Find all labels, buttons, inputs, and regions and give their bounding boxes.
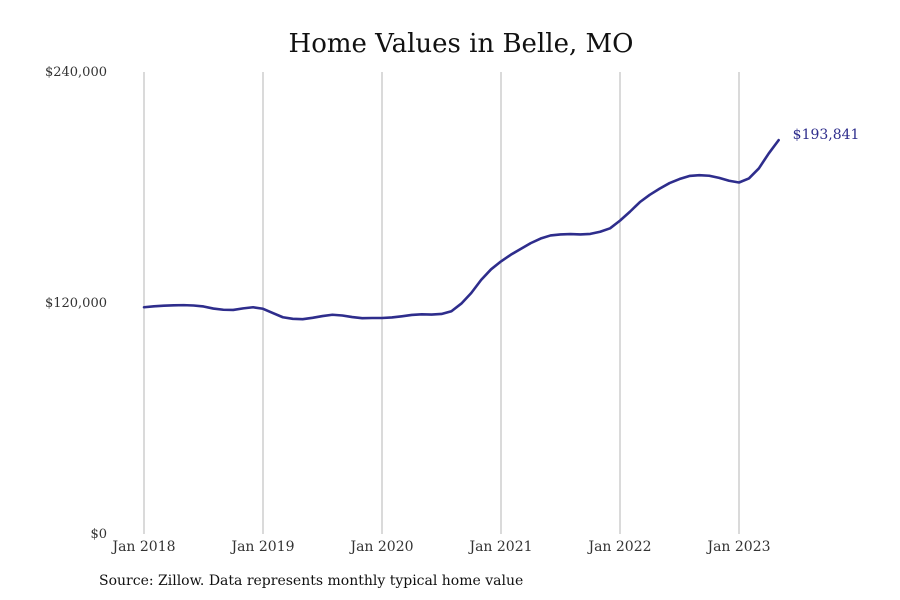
x-tick-label: Jan 2022 (586, 539, 651, 555)
source-note: Source: Zillow. Data represents monthly … (99, 573, 523, 589)
home-value-series-line (142, 138, 780, 321)
y-tick-label: $120,000 (45, 296, 107, 311)
y-tick-label: $0 (90, 527, 107, 542)
chart-title: Home Values in Belle, MO (289, 29, 634, 59)
y-axis: $0 $120,000 $240,000 (45, 65, 107, 542)
x-tick-label: Jan 2019 (229, 539, 294, 555)
y-tick-label: $240,000 (45, 65, 107, 80)
vertical-gridlines (143, 72, 740, 534)
x-tick-label: Jan 2018 (110, 539, 175, 555)
x-axis: Jan 2018 Jan 2019 Jan 2020 Jan 2021 Jan 2022… (110, 539, 770, 555)
latest-value-label: $193,841 (793, 127, 860, 143)
x-tick-label: Jan 2023 (705, 539, 770, 555)
x-tick-label: Jan 2020 (348, 539, 413, 555)
x-tick-label: Jan 2021 (467, 539, 532, 555)
